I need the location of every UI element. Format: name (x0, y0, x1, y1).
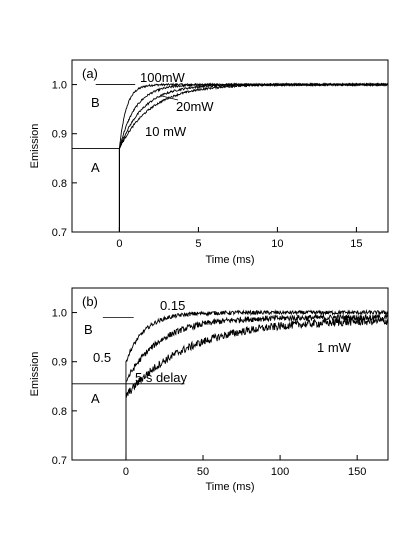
panel-b-label-1mw: 1 mW (317, 340, 352, 355)
panel-b-ytick-label: 0.9 (52, 357, 67, 369)
panel-a-xtick-label: 10 (271, 238, 283, 250)
panel-b-ytick-label: 0.7 (52, 455, 67, 467)
panel-a-xtick-label: 15 (350, 238, 362, 250)
panel-b-xtick-label: 150 (348, 466, 366, 478)
panel-b-label-015: 0.15 (160, 298, 185, 313)
panel-b-label: (b) (82, 294, 98, 309)
panel-b-xtick-label: 50 (197, 466, 209, 478)
panel-b-annotation-B: B (84, 322, 93, 337)
panel-b-plot-frame (71, 287, 389, 461)
panel-b-xtick-label: 100 (271, 466, 289, 478)
panel-a-ticks: 0 5 10 15 0.7 0.8 0.9 1.0 (52, 80, 363, 250)
panel-a-annotation-lines (72, 84, 136, 149)
panel-a-label-20mw: 20mW (176, 99, 214, 114)
panel-b-xlabel: Time (ms) (205, 481, 254, 493)
panel-a-trace-3 (72, 82, 388, 232)
panel-a-ylabel: Emission (29, 124, 41, 169)
panel-a-ytick-label: 1.0 (52, 80, 67, 92)
panel-b: 0 50 100 150 0.7 0.8 0.9 1.0 (b) B A 0.15 0.5 1… (29, 287, 389, 493)
panel-b-annotation-lines (72, 317, 185, 385)
panel-b-ytick-label: 1.0 (52, 308, 67, 320)
panel-b-trace-0 (72, 309, 388, 460)
panel-a-ytick-label: 0.9 (52, 129, 67, 141)
panel-a-ytick-label: 0.7 (52, 227, 67, 239)
panel-b-trace-2 (72, 316, 388, 460)
panel-a-xlabel: Time (ms) (205, 254, 254, 266)
panel-b-traces (72, 309, 388, 460)
panel-b-ticks: 0 50 100 150 0.7 0.8 0.9 1.0 (52, 308, 367, 478)
panel-a-annotation-A: A (91, 160, 100, 175)
panel-a-ytick-label: 0.8 (52, 178, 67, 190)
panel-a-annotation-B: B (91, 95, 100, 110)
panel-b-ylabel: Emission (29, 352, 41, 397)
panel-b-xtick-label: 0 (123, 466, 129, 478)
panel-a-traces (72, 82, 388, 232)
panel-b-label-05: 0.5 (93, 350, 111, 365)
panel-b-trace-1 (72, 313, 388, 460)
panel-a-xtick-label: 0 (116, 238, 122, 250)
panel-a-plot-frame (71, 59, 389, 233)
panel-a: 0 5 10 15 0.7 0.8 0.9 1.0 (a) B A 100mW 20mW 10… (29, 59, 389, 266)
panel-b-ytick-label: 0.8 (52, 406, 67, 418)
panel-b-annotation-A: A (91, 391, 100, 406)
panel-a-label: (a) (82, 66, 98, 81)
panel-a-leader-20mw (161, 95, 179, 101)
panel-b-label-5s-delay: 5 s delay (135, 370, 188, 385)
panel-a-xtick-label: 5 (195, 238, 201, 250)
panel-a-label-100mw: 100mW (140, 70, 186, 85)
panel-a-label-10mw: 10 mW (145, 124, 187, 139)
